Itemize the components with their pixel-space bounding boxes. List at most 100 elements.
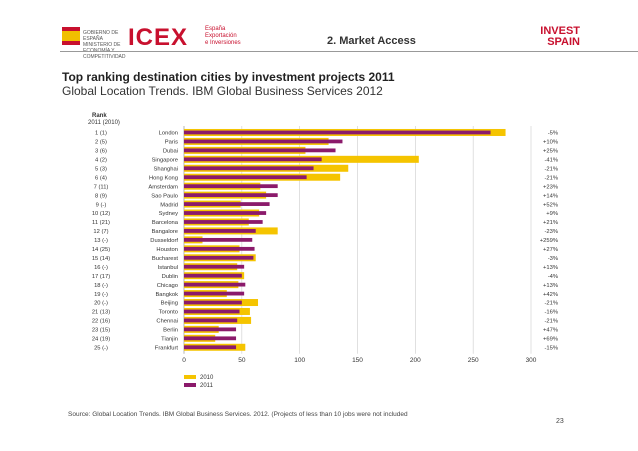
rank-label: 4 (2) xyxy=(95,158,107,164)
rank-label: 16 (-) xyxy=(94,265,108,271)
change-label: +10% xyxy=(543,140,558,146)
x-tick-label: 300 xyxy=(526,357,537,364)
bar-2011 xyxy=(184,166,314,171)
bar-2011 xyxy=(184,139,343,144)
invest-logo-line1: INVEST xyxy=(540,25,580,37)
rank-label: 24 (19) xyxy=(92,337,110,343)
bar-2011 xyxy=(184,318,238,323)
category-label: Chennai xyxy=(156,319,178,325)
slide-subtitle: Global Location Trends. IBM Global Busin… xyxy=(62,84,383,98)
bar-2011 xyxy=(184,327,237,332)
bar-2011 xyxy=(184,300,242,305)
rank-label: 5 (3) xyxy=(95,166,107,172)
rank-label: 18 (-) xyxy=(94,283,108,289)
rank-label: 12 (7) xyxy=(93,229,108,235)
rank-label: 19 (-) xyxy=(94,292,108,298)
bar-2011 xyxy=(184,273,242,278)
rank-label: 7 (11) xyxy=(94,184,109,190)
rank-label: 22 (16) xyxy=(92,319,110,325)
change-label: -16% xyxy=(544,310,558,316)
icex-tagline: España Exportación e Inversiones xyxy=(205,26,241,47)
category-label: Madrid xyxy=(160,202,178,208)
change-label: -4% xyxy=(548,274,558,280)
rank-label: 21 (13) xyxy=(92,310,110,316)
change-label: +47% xyxy=(543,328,558,334)
bar-2011 xyxy=(184,184,278,189)
bar-2011 xyxy=(184,220,263,224)
category-label: Tianjin xyxy=(161,337,178,343)
x-tick-label: 100 xyxy=(294,357,305,364)
rank-header: Rank xyxy=(92,113,107,119)
legend-swatch-2011 xyxy=(184,383,196,387)
change-label: -21% xyxy=(544,175,558,181)
change-label: +14% xyxy=(543,193,558,199)
category-label: Sao Paulo xyxy=(151,193,178,199)
rank-label: 1 (1) xyxy=(95,131,107,137)
rank-label: 13 (-) xyxy=(94,238,108,244)
x-tick-label: 200 xyxy=(410,357,421,364)
bar-2011 xyxy=(184,211,267,215)
rank-label: 2 (5) xyxy=(95,140,107,146)
bar-2011 xyxy=(184,291,245,296)
category-label: Amsterdam xyxy=(148,184,178,190)
category-label: Sydney xyxy=(159,211,178,217)
change-label: +259% xyxy=(540,238,558,244)
bar-2011 xyxy=(184,264,245,269)
category-label: Beijing xyxy=(161,301,178,307)
change-label: -3% xyxy=(548,256,558,262)
header-divider xyxy=(60,51,638,52)
category-label: Istanbul xyxy=(158,265,178,271)
legend-label-2010: 2010 xyxy=(200,375,214,381)
invest-logo-line2: SPAIN xyxy=(547,36,580,48)
page-number: 23 xyxy=(556,418,564,425)
bar-2011 xyxy=(184,345,237,350)
bar-2011 xyxy=(184,175,307,180)
slide-title: Top ranking destination cities by invest… xyxy=(62,70,395,84)
bar-2011 xyxy=(184,237,253,242)
category-label: Frankfurt xyxy=(155,345,179,351)
x-tick-label: 250 xyxy=(468,357,479,364)
icex-tagline-line: Exportación xyxy=(205,33,237,39)
category-label: London xyxy=(159,131,178,137)
category-label: Bucharest xyxy=(152,256,178,262)
rank-label: 25 (-) xyxy=(94,345,108,351)
bar-2011 xyxy=(184,282,246,287)
bar-2011 xyxy=(184,309,240,314)
change-label: +23% xyxy=(543,184,558,190)
rank-label: 6 (4) xyxy=(95,175,107,181)
bar-2011 xyxy=(184,193,278,198)
category-label: Shanghai xyxy=(154,166,179,172)
section-title: 2. Market Access xyxy=(327,35,416,47)
category-label: Chicago xyxy=(157,283,178,289)
rank-label: 20 (-) xyxy=(94,301,108,307)
rank-label: 17 (17) xyxy=(92,274,110,280)
change-label: -21% xyxy=(544,301,558,307)
category-label: Toronto xyxy=(159,310,178,316)
change-label: +42% xyxy=(543,292,558,298)
source-note: Source: Global Location Trends. IBM Glob… xyxy=(68,411,408,418)
legend-swatch-2010 xyxy=(184,375,196,379)
category-label: Paris xyxy=(165,140,178,146)
bar-2011 xyxy=(184,157,322,162)
icex-logo: ICEX xyxy=(128,24,189,51)
rank-label: 8 (9) xyxy=(95,193,107,199)
x-tick-label: 150 xyxy=(352,357,363,364)
bar-2011 xyxy=(184,148,336,153)
spain-flag-icon xyxy=(62,27,80,45)
change-label: -23% xyxy=(544,229,558,235)
x-tick-label: 0 xyxy=(182,357,186,364)
icex-tagline-line: España xyxy=(205,26,226,32)
change-label: +9% xyxy=(546,211,558,217)
rank-label: 3 (6) xyxy=(95,149,107,155)
bar-2011 xyxy=(184,336,237,341)
change-label: +13% xyxy=(543,283,558,289)
change-label: +25% xyxy=(543,149,558,155)
rank-label: 23 (15) xyxy=(92,328,110,334)
bar-2011 xyxy=(184,246,255,251)
change-label: +27% xyxy=(543,247,558,253)
rank-label: 10 (12) xyxy=(92,211,110,217)
category-label: Bangalore xyxy=(152,229,178,235)
rank-subheader: 2011 (2010) xyxy=(88,120,120,126)
rank-label: 9 (-) xyxy=(96,202,107,208)
